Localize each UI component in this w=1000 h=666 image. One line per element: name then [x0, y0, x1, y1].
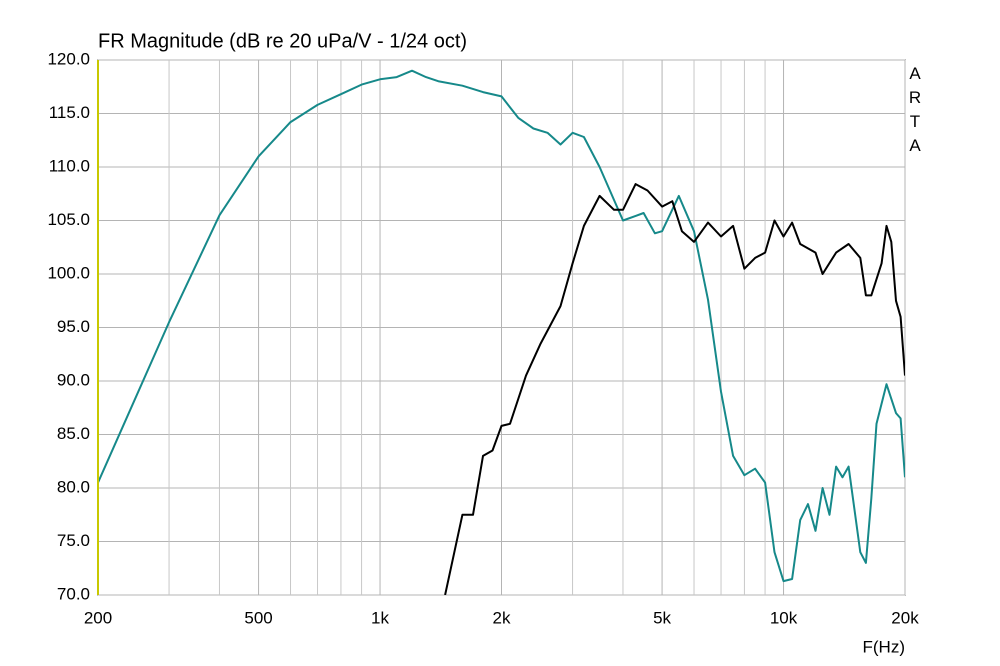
series-line	[98, 69, 905, 583]
x-axis-label: F(Hz)	[863, 637, 905, 656]
x-tick-label: 2k	[493, 608, 511, 627]
y-tick-label: 105.0	[47, 210, 90, 229]
y-tick-label: 95.0	[57, 317, 90, 336]
annotation: ARTA	[908, 64, 922, 155]
y-tick-label: 115.0	[49, 103, 90, 122]
y-tick-label: 75.0	[57, 531, 90, 550]
y-tick-label: 85.0	[57, 424, 90, 443]
y-tick-label: 70.0	[57, 584, 90, 603]
y-tick-label: 110.0	[49, 156, 90, 175]
series-line	[444, 183, 905, 595]
grid	[97, 59, 906, 596]
y-tick-label: 90.0	[57, 370, 90, 389]
y-tick-label: 80.0	[57, 477, 90, 496]
x-tick-label: 20k	[891, 608, 919, 627]
x-tick-label: 10k	[770, 608, 798, 627]
x-tick-label: 1k	[371, 608, 389, 627]
y-tick-label: 100.0	[47, 263, 90, 282]
chart-title: FR Magnitude (dB re 20 uPa/V - 1/24 oct)	[98, 30, 467, 52]
y-tick-label: 120.0	[47, 49, 90, 68]
x-tick-label: 200	[84, 608, 112, 627]
series-group	[98, 69, 905, 595]
x-tick-label: 5k	[653, 608, 671, 627]
x-tick-label: 500	[244, 608, 272, 627]
